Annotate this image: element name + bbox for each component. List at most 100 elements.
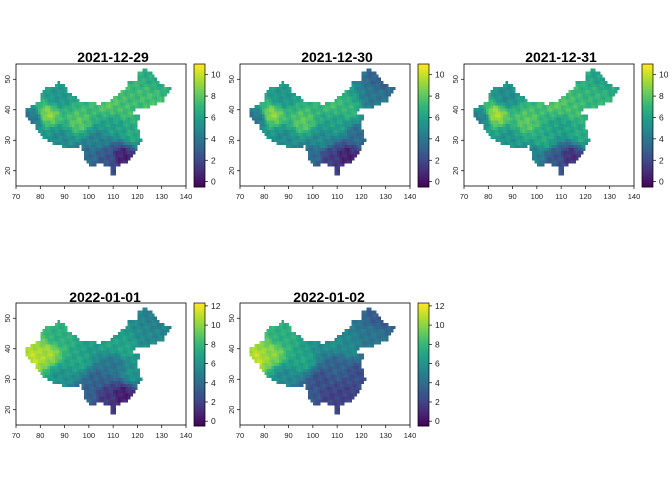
- raster-cell: [62, 344, 65, 348]
- raster-cell: [278, 350, 282, 354]
- legend-color-step: [194, 360, 205, 363]
- raster-cell: [93, 135, 97, 140]
- raster-cell: [295, 365, 299, 369]
- raster-cell: [505, 138, 509, 143]
- legend-color-step: [418, 135, 429, 139]
- raster-cell: [113, 368, 116, 372]
- raster-cell: [52, 344, 56, 348]
- raster-cell: [81, 344, 85, 348]
- raster-cell: [332, 374, 336, 379]
- raster-cell: [259, 120, 263, 124]
- raster-cell: [500, 138, 504, 143]
- legend-color-step: [194, 180, 205, 184]
- raster-cell: [156, 86, 160, 91]
- raster-cell: [329, 163, 333, 167]
- raster-cell: [366, 71, 370, 75]
- raster-cell: [573, 117, 577, 121]
- raster-cell: [57, 377, 61, 382]
- raster-cell: [583, 99, 586, 103]
- raster-cell: [69, 356, 73, 360]
- raster-cell: [339, 371, 343, 375]
- raster-cell: [135, 120, 138, 124]
- raster-cell: [142, 319, 146, 324]
- raster-cell: [137, 74, 141, 79]
- raster-cell: [315, 371, 319, 375]
- raster-cell: [566, 138, 569, 143]
- raster-cell: [161, 328, 165, 333]
- raster-cell: [42, 341, 46, 345]
- raster-cell: [305, 108, 309, 112]
- raster-cell: [42, 331, 46, 336]
- raster-cell: [115, 163, 119, 167]
- legend-color-step: [194, 98, 205, 102]
- legend-color-step: [194, 337, 205, 341]
- raster-cell: [288, 120, 292, 124]
- raster-cell: [69, 362, 73, 366]
- raster-cell: [541, 117, 545, 121]
- raster-cell: [59, 322, 63, 327]
- raster-cell: [57, 319, 61, 324]
- raster-cell: [546, 129, 550, 133]
- raster-cell: [108, 399, 112, 403]
- raster-cell: [71, 383, 75, 388]
- raster-cell: [28, 350, 31, 354]
- raster-cell: [320, 353, 323, 357]
- raster-cell: [580, 105, 584, 109]
- raster-cell: [40, 335, 44, 339]
- raster-cell: [320, 114, 323, 118]
- raster-cell: [561, 160, 564, 164]
- raster-cell: [342, 344, 345, 348]
- raster-cell: [310, 362, 314, 366]
- raster-cell: [79, 353, 82, 357]
- raster-cell: [266, 338, 270, 342]
- raster-cell: [281, 319, 285, 324]
- raster-cell: [286, 322, 289, 327]
- raster-cell: [264, 96, 268, 100]
- raster-cell: [600, 89, 603, 94]
- legend-tick-label: 0: [211, 416, 216, 426]
- raster-cell: [115, 402, 119, 406]
- raster-cell: [132, 86, 136, 91]
- raster-cell: [276, 114, 280, 118]
- raster-cell: [339, 344, 343, 348]
- raster-cell: [62, 132, 65, 136]
- raster-cell: [120, 108, 124, 112]
- raster-cell: [597, 74, 601, 79]
- raster-cell: [549, 138, 552, 143]
- raster-cell: [91, 117, 95, 121]
- raster-cell: [54, 99, 58, 103]
- raster-cell: [502, 89, 506, 94]
- raster-cell: [88, 380, 92, 385]
- raster-cell: [583, 96, 586, 100]
- raster-cell: [346, 138, 350, 143]
- raster-cell: [101, 126, 104, 130]
- raster-cell: [339, 153, 343, 158]
- raster-cell: [288, 92, 292, 97]
- raster-cell: [169, 86, 172, 91]
- raster-cell: [556, 129, 560, 133]
- raster-cell: [291, 371, 294, 375]
- raster-cell: [310, 120, 314, 124]
- raster-cell: [120, 120, 124, 124]
- raster-cell: [266, 129, 270, 133]
- raster-cell: [132, 374, 136, 379]
- raster-cell: [332, 129, 336, 133]
- raster-cell: [573, 120, 577, 124]
- raster-cell: [303, 111, 306, 115]
- raster-cell: [483, 117, 487, 121]
- raster-cell: [295, 132, 299, 136]
- raster-cell: [541, 114, 545, 118]
- raster-cell: [315, 341, 319, 345]
- raster-cell: [122, 153, 126, 158]
- raster-cell: [356, 108, 360, 112]
- raster-cell: [597, 83, 601, 88]
- raster-cell: [546, 157, 550, 161]
- raster-cell: [303, 344, 306, 348]
- raster-cell: [84, 132, 87, 136]
- raster-cell: [283, 368, 287, 372]
- raster-cell: [35, 359, 39, 363]
- raster-cell: [553, 102, 557, 106]
- raster-cell: [269, 102, 272, 106]
- raster-cell: [88, 392, 92, 397]
- legend-color-step: [194, 90, 205, 94]
